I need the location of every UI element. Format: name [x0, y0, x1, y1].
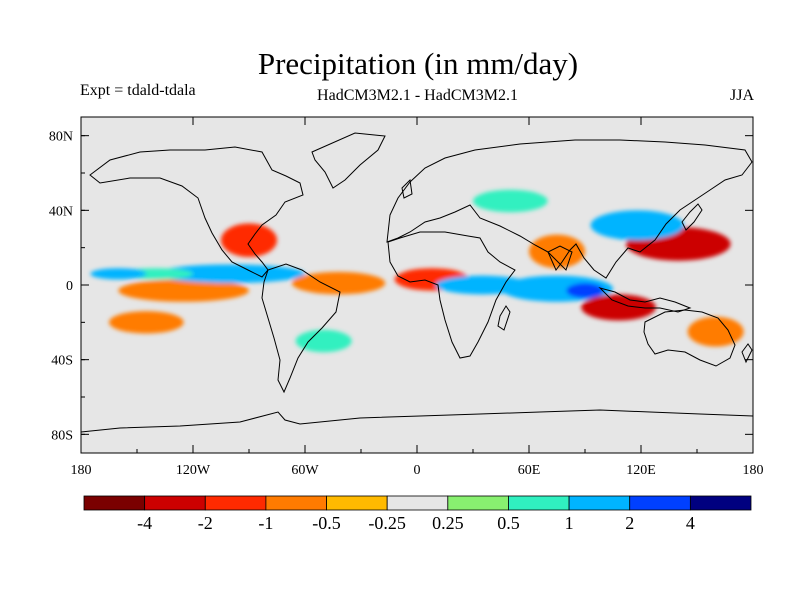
y-tick-label: 40S: [51, 354, 73, 369]
anomaly-region: [687, 316, 744, 347]
x-tick-label: 60E: [518, 463, 541, 478]
x-tick-label: 180: [71, 463, 92, 478]
y-tick-label: 80N: [49, 130, 73, 145]
coastline-north-america: [89, 146, 304, 278]
colorbar-swatch: [629, 495, 691, 511]
coastline-indonesia: [598, 287, 692, 313]
anomaly-region: [90, 268, 147, 280]
anomaly-region: [581, 294, 656, 321]
colorbar-swatch: [83, 495, 146, 511]
coastline-madagascar: [497, 305, 511, 331]
anomaly-region: [109, 311, 184, 334]
coastline-south-america: [261, 263, 341, 394]
colorbar-swatch: [265, 495, 327, 511]
coastline-australia: [643, 309, 736, 367]
colorbar-label: -0.25: [368, 513, 406, 533]
colorbar-swatch: [568, 495, 631, 511]
colorbar-label: -2: [198, 513, 213, 533]
coastline-uk: [401, 178, 413, 199]
season-label: JJA: [729, 87, 754, 104]
y-axis: 80N 40N 0 40S 80S: [49, 130, 753, 443]
chart-title: Precipitation (in mm/day): [257, 46, 579, 81]
colorbar-label: 1: [565, 513, 574, 533]
colorbar-swatch: [508, 495, 570, 511]
coastline-layer: [81, 132, 753, 433]
anomaly-region: [291, 271, 386, 295]
coastline-africa: [387, 231, 516, 359]
coastline-antarctica: [81, 409, 753, 433]
x-tick-label: 120E: [626, 463, 656, 478]
colorbar-label: 2: [625, 513, 634, 533]
x-tick-label: 180: [743, 463, 764, 478]
colorbar-swatch: [326, 495, 388, 511]
experiment-label: Expt = tdald-tdala: [80, 82, 196, 99]
x-tick-label: 120W: [176, 463, 211, 478]
colorbar-swatch: [447, 495, 509, 511]
y-tick-label: 0: [66, 279, 73, 294]
anomaly-region: [295, 329, 352, 353]
colorbar-label: 4: [686, 513, 695, 533]
colorbar-label: -1: [258, 513, 273, 533]
colorbar-label: -0.5: [312, 513, 341, 533]
coastline-india: [547, 245, 573, 271]
anomaly-region: [566, 283, 604, 299]
x-tick-label: 0: [414, 463, 421, 478]
colorbar-label: 0.5: [497, 513, 520, 533]
colorbar-swatch: [689, 495, 752, 511]
colorbar-swatch: [144, 495, 206, 511]
x-axis: 180 120W 60W 0 60E 120E 180: [71, 117, 764, 478]
anomaly-region: [118, 279, 249, 302]
coastline-japan: [681, 203, 703, 231]
anomaly-region: [221, 223, 277, 257]
anomaly-region: [473, 189, 548, 213]
y-tick-label: 40N: [49, 204, 73, 219]
coastline-greenland: [311, 132, 386, 189]
coastline-eurasia: [386, 139, 753, 279]
coastline-new-zealand: [741, 343, 753, 364]
anomaly-region: [529, 234, 585, 269]
colorbar: -4 -2 -1 -0.5 -0.25 0.25 0.5 1 2 4: [83, 495, 752, 533]
y-tick-label: 80S: [51, 428, 73, 443]
x-tick-label: 60W: [291, 463, 319, 478]
colorbar-swatch: [204, 495, 267, 511]
colorbar-label: -4: [137, 513, 152, 533]
colorbar-swatch: [386, 495, 449, 511]
anomaly-region: [590, 210, 684, 241]
model-subtitle: HadCM3M2.1 - HadCM3M2.1: [317, 87, 518, 104]
colorbar-label: 0.25: [432, 513, 464, 533]
